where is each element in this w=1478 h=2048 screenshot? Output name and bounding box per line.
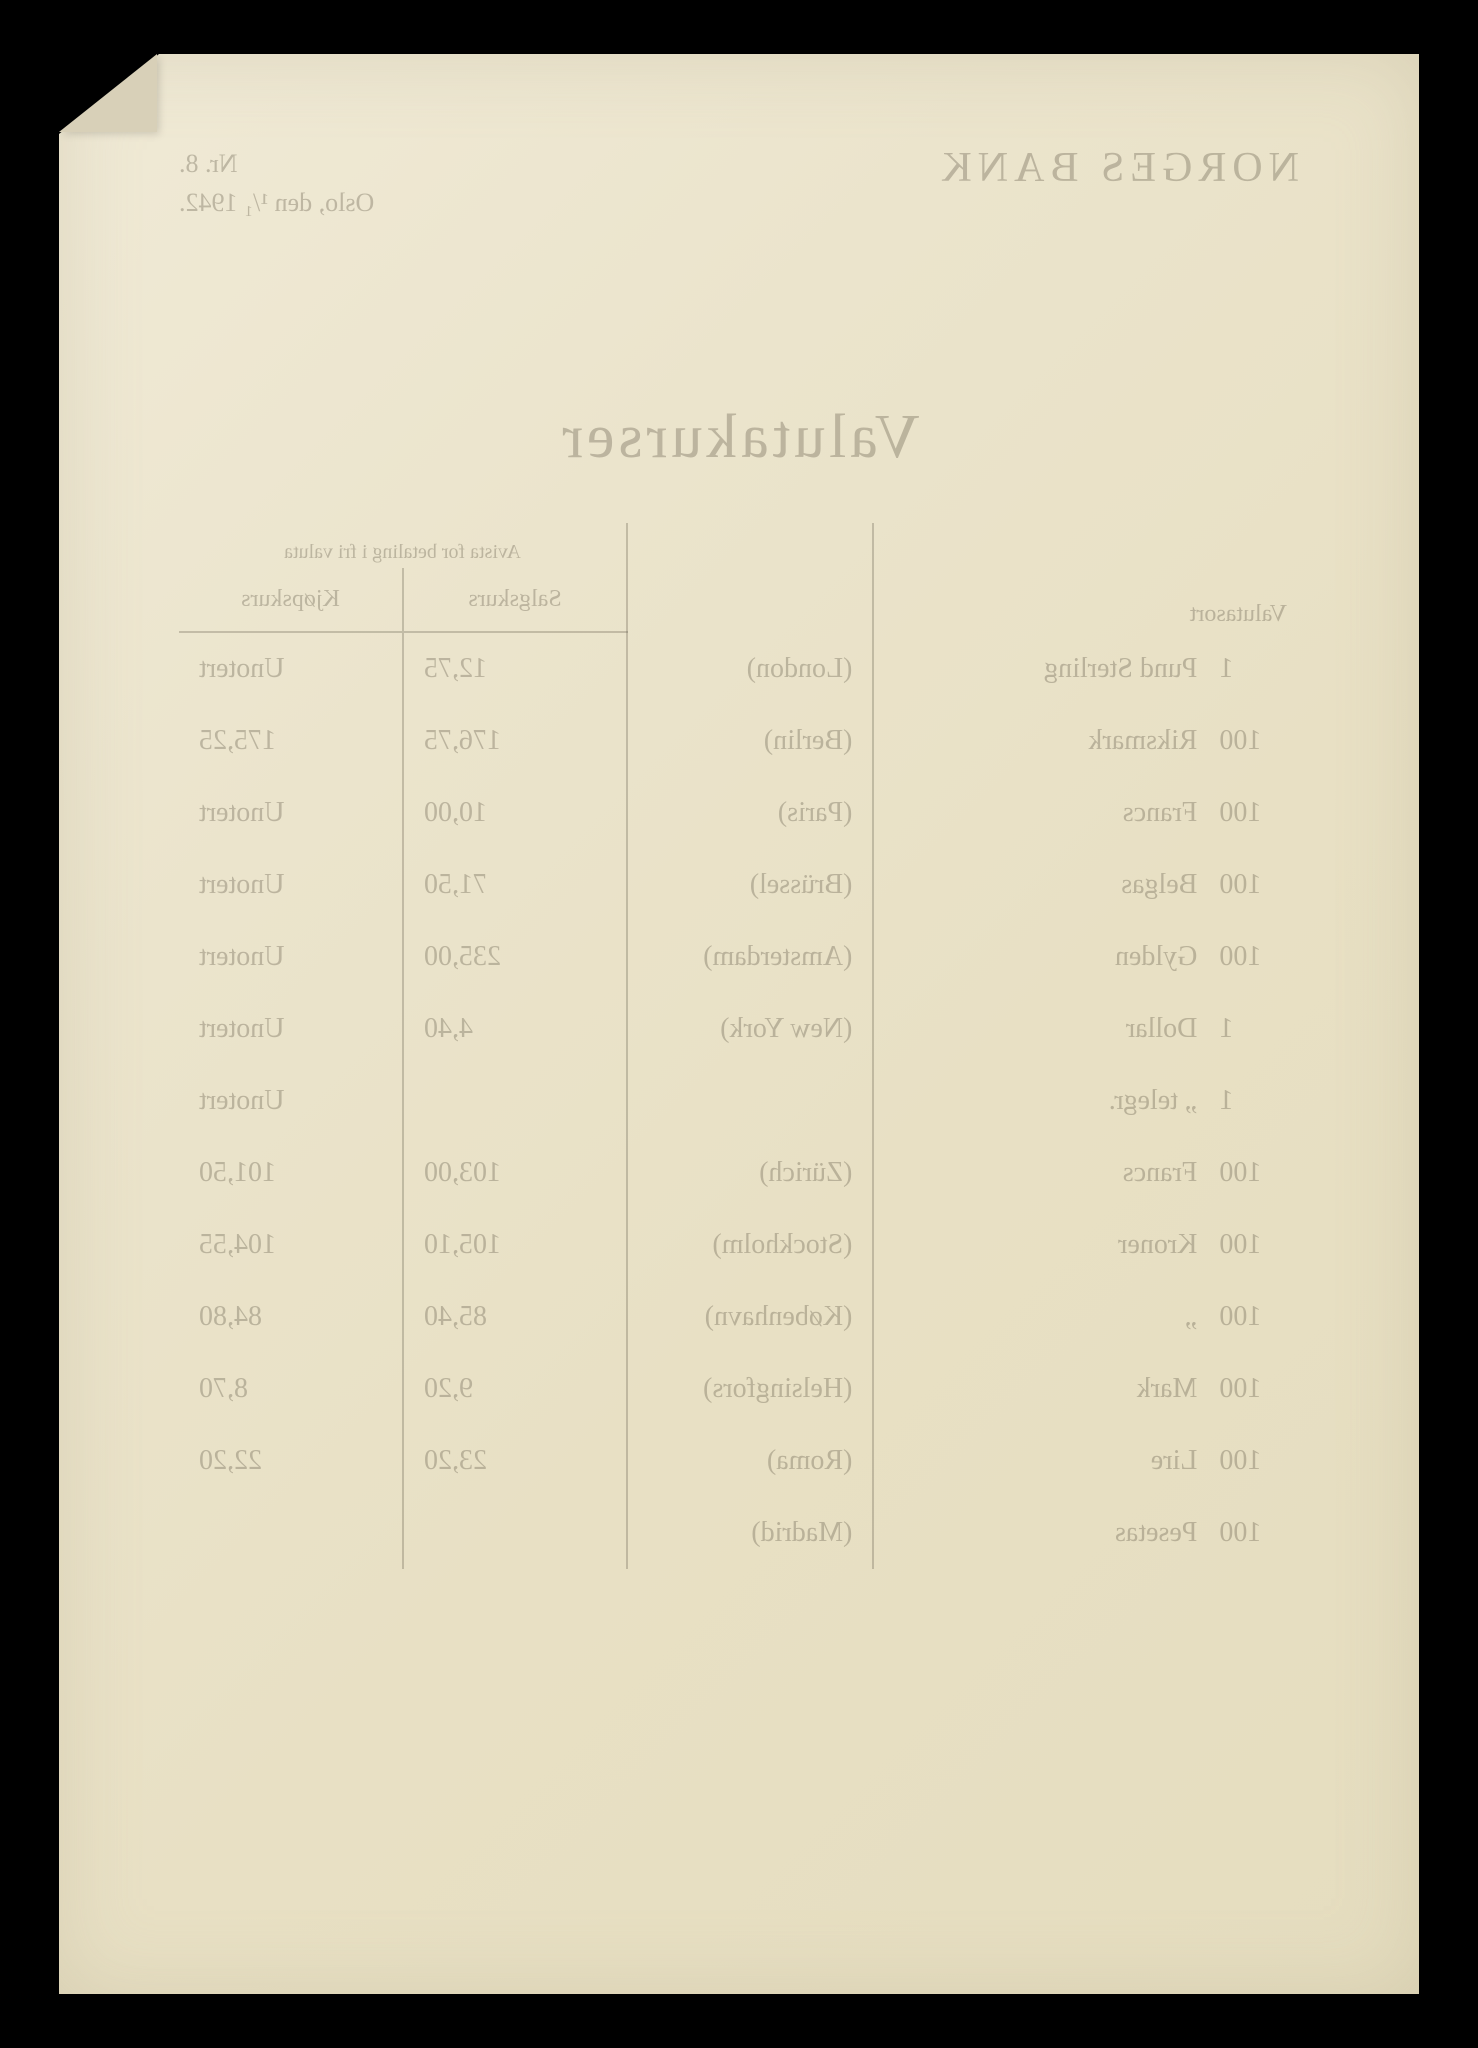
table-row: 100Gylden(Amsterdam)235,00Unotert xyxy=(179,921,1299,993)
cell-sale-rate: 4,40 xyxy=(403,993,627,1065)
cell-sale-rate xyxy=(403,1065,627,1137)
cell-sale-rate: 103,00 xyxy=(403,1137,627,1209)
cell-buy-rate: 175,25 xyxy=(179,705,403,777)
col-header-buy: Kjøpskurs xyxy=(179,568,403,632)
cell-qty: 1 xyxy=(1209,632,1299,705)
document-title: Valutakurser xyxy=(179,402,1299,473)
cell-buy-rate: Unotert xyxy=(179,777,403,849)
cell-currency: Belgas xyxy=(873,849,1209,921)
rates-table: Valutasort Avista for betaling i fri val… xyxy=(179,523,1299,1569)
cell-qty: 100 xyxy=(1209,777,1299,849)
cell-currency: Kroner xyxy=(873,1209,1209,1281)
table-header-group-row: Valutasort Avista for betaling i fri val… xyxy=(179,523,1299,568)
cell-city: (London) xyxy=(627,632,873,705)
cell-city: (Berlin) xyxy=(627,705,873,777)
table-row: 100Riksmark(Berlin)176,75175,25 xyxy=(179,705,1299,777)
cell-qty: 100 xyxy=(1209,921,1299,993)
cell-city: (Paris) xyxy=(627,777,873,849)
cell-qty: 1 xyxy=(1209,993,1299,1065)
cell-currency: Francs xyxy=(873,777,1209,849)
cell-city: (København) xyxy=(627,1281,873,1353)
cell-currency: Gylden xyxy=(873,921,1209,993)
cell-currency: Mark xyxy=(873,1353,1209,1425)
cell-sale-rate: 85,40 xyxy=(403,1281,627,1353)
cell-buy-rate: 8,70 xyxy=(179,1353,403,1425)
col-header-sale: Salgskurs xyxy=(403,568,627,632)
cell-buy-rate: 101,50 xyxy=(179,1137,403,1209)
table-row: 100Lire(Roma)23,2022,20 xyxy=(179,1425,1299,1497)
cell-sale-rate: 9,20 xyxy=(403,1353,627,1425)
cell-buy-rate: Unotert xyxy=(179,1065,403,1137)
table-row: 100Kroner(Stockholm)105,10104,55 xyxy=(179,1209,1299,1281)
table-row: 100Francs(Zürich)103,00101,50 xyxy=(179,1137,1299,1209)
col-header-sort: Valutasort xyxy=(873,523,1299,632)
cell-sale-rate: 235,00 xyxy=(403,921,627,993)
cell-currency: Pund Sterling xyxy=(873,632,1209,705)
cell-buy-rate: 84,80 xyxy=(179,1281,403,1353)
col-header-group: Avista for betaling i fri valuta xyxy=(179,523,627,568)
cell-currency: Riksmark xyxy=(873,705,1209,777)
table-row: 1Dollar(New York)4,40Unotert xyxy=(179,993,1299,1065)
cell-city: (Zürich) xyxy=(627,1137,873,1209)
page-corner-fold xyxy=(59,54,157,132)
cell-buy-rate xyxy=(179,1497,403,1569)
cell-sale-rate: 105,10 xyxy=(403,1209,627,1281)
cell-currency: Dollar xyxy=(873,993,1209,1065)
cell-sale-rate: 176,75 xyxy=(403,705,627,777)
cell-city xyxy=(627,1065,873,1137)
cell-city: (New York) xyxy=(627,993,873,1065)
cell-currency: Pesetas xyxy=(873,1497,1209,1569)
cell-buy-rate: Unotert xyxy=(179,632,403,705)
cell-sale-rate xyxy=(403,1497,627,1569)
table-row: 100Francs(Paris)10,00Unotert xyxy=(179,777,1299,849)
document-date: Oslo, den ¹/₁ 1942. xyxy=(179,183,374,222)
bank-name: NORGES BANK xyxy=(935,144,1299,192)
document-meta: Nr. 8. Oslo, den ¹/₁ 1942. xyxy=(179,144,374,222)
col-header-city xyxy=(627,523,873,632)
cell-qty: 1 xyxy=(1209,1065,1299,1137)
table-row: 1„ telegr. Unotert xyxy=(179,1065,1299,1137)
cell-qty: 100 xyxy=(1209,1353,1299,1425)
cell-currency: Francs xyxy=(873,1137,1209,1209)
cell-qty: 100 xyxy=(1209,1209,1299,1281)
cell-city: (Madrid) xyxy=(627,1497,873,1569)
cell-city: (Stockholm) xyxy=(627,1209,873,1281)
cell-currency: Lire xyxy=(873,1425,1209,1497)
cell-sale-rate: 10,00 xyxy=(403,777,627,849)
table-row: 100Pesetas(Madrid) xyxy=(179,1497,1299,1569)
cell-city: (Roma) xyxy=(627,1425,873,1497)
cell-qty: 100 xyxy=(1209,849,1299,921)
table-body: 1Pund Sterling(London)12,75Unotert100Rik… xyxy=(179,632,1299,1569)
cell-qty: 100 xyxy=(1209,1137,1299,1209)
cell-qty: 100 xyxy=(1209,1425,1299,1497)
cell-currency: „ telegr. xyxy=(873,1065,1209,1137)
cell-sale-rate: 71,50 xyxy=(403,849,627,921)
document-header: NORGES BANK Nr. 8. Oslo, den ¹/₁ 1942. xyxy=(179,144,1299,222)
cell-buy-rate: Unotert xyxy=(179,849,403,921)
cell-buy-rate: 22,20 xyxy=(179,1425,403,1497)
rates-table-wrap: Valutasort Avista for betaling i fri val… xyxy=(179,523,1299,1569)
document-number: Nr. 8. xyxy=(179,144,374,183)
cell-qty: 100 xyxy=(1209,1281,1299,1353)
bleed-through-content: NORGES BANK Nr. 8. Oslo, den ¹/₁ 1942. V… xyxy=(59,54,1419,1994)
document-page: NORGES BANK Nr. 8. Oslo, den ¹/₁ 1942. V… xyxy=(59,54,1419,1994)
table-head: Valutasort Avista for betaling i fri val… xyxy=(179,523,1299,632)
cell-city: (Brüssel) xyxy=(627,849,873,921)
table-row: 100Mark(Helsingfors)9,208,70 xyxy=(179,1353,1299,1425)
cell-buy-rate: Unotert xyxy=(179,993,403,1065)
cell-buy-rate: Unotert xyxy=(179,921,403,993)
table-row: 1Pund Sterling(London)12,75Unotert xyxy=(179,632,1299,705)
cell-city: (Helsingfors) xyxy=(627,1353,873,1425)
cell-buy-rate: 104,55 xyxy=(179,1209,403,1281)
cell-sale-rate: 23,20 xyxy=(403,1425,627,1497)
cell-qty: 100 xyxy=(1209,705,1299,777)
table-row: 100„(København)85,4084,80 xyxy=(179,1281,1299,1353)
table-row: 100Belgas(Brüssel)71,50Unotert xyxy=(179,849,1299,921)
cell-qty: 100 xyxy=(1209,1497,1299,1569)
cell-currency: „ xyxy=(873,1281,1209,1353)
cell-sale-rate: 12,75 xyxy=(403,632,627,705)
cell-city: (Amsterdam) xyxy=(627,921,873,993)
